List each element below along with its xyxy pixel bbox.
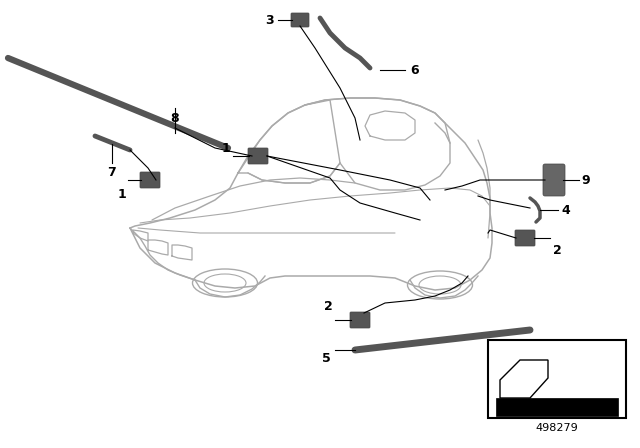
Bar: [496, 398, 618, 416]
Text: 7: 7: [108, 165, 116, 178]
Text: 2: 2: [324, 300, 332, 313]
FancyBboxPatch shape: [248, 148, 268, 164]
Text: 3: 3: [266, 13, 275, 26]
FancyBboxPatch shape: [515, 230, 535, 246]
Text: 8: 8: [171, 112, 179, 125]
Text: 2: 2: [552, 244, 561, 257]
FancyBboxPatch shape: [291, 13, 309, 27]
Text: 1: 1: [118, 188, 126, 201]
Text: 9: 9: [582, 173, 590, 186]
Text: 1: 1: [221, 142, 230, 155]
FancyBboxPatch shape: [140, 172, 160, 188]
FancyBboxPatch shape: [350, 312, 370, 328]
Text: 4: 4: [562, 203, 570, 216]
Text: 6: 6: [411, 64, 419, 77]
FancyBboxPatch shape: [543, 164, 565, 196]
Text: 498279: 498279: [536, 423, 579, 433]
Bar: [488, 340, 626, 418]
Text: 5: 5: [322, 352, 330, 365]
